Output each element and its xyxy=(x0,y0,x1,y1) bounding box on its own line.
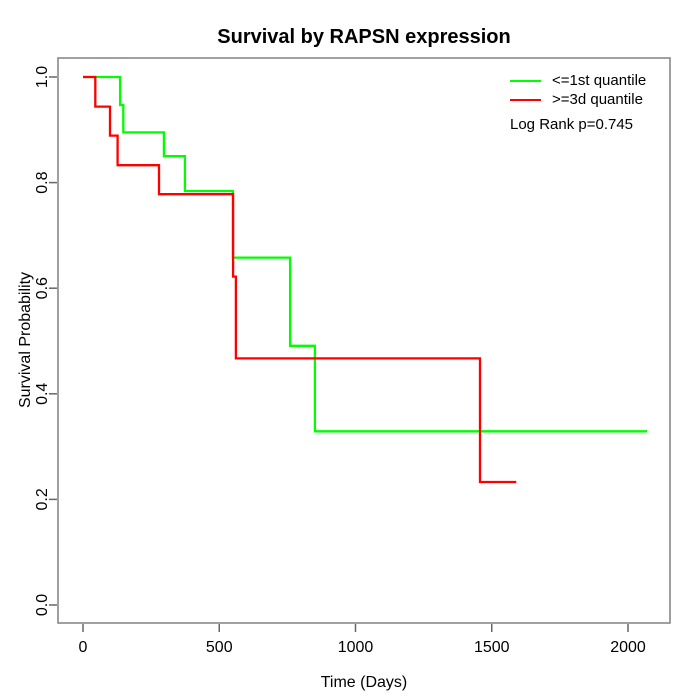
plot-box xyxy=(57,57,671,624)
legend-label-low: <=1st quantile xyxy=(552,72,647,89)
x-tick-label: 1500 xyxy=(474,639,510,656)
y-tick-label: 0.6 xyxy=(34,277,51,299)
y-tick-label: 0.2 xyxy=(34,488,51,510)
x-tick-label: 0 xyxy=(79,639,88,656)
y-tick-label: 0.0 xyxy=(34,594,51,616)
km-curve-low-quantile xyxy=(83,75,648,433)
y-axis-label: Survival Probability xyxy=(17,271,34,409)
y-tick-label: 0.4 xyxy=(34,383,51,405)
x-tick-label: 2000 xyxy=(610,639,646,656)
y-tick-label: 1.0 xyxy=(34,66,51,88)
red-line-swatch xyxy=(510,98,541,101)
legend-item-low: <=1st quantile xyxy=(510,71,646,90)
x-axis-label: Time (Days) xyxy=(320,674,408,691)
legend-item-high: >=3d quantile xyxy=(510,90,646,109)
x-tick-label: 500 xyxy=(206,639,233,656)
y-tick-label: 0.8 xyxy=(34,171,51,193)
green-line-swatch xyxy=(510,79,541,82)
km-curve-high-quantile xyxy=(83,75,517,484)
legend: <=1st quantile >=3d quantile Log Rank p=… xyxy=(510,71,646,133)
logrank-annotation: Log Rank p=0.745 xyxy=(510,116,634,133)
legend-label-high: >=3d quantile xyxy=(552,91,643,108)
x-tick-label: 1000 xyxy=(338,639,374,656)
chart-title: Survival by RAPSN expression xyxy=(217,26,511,48)
